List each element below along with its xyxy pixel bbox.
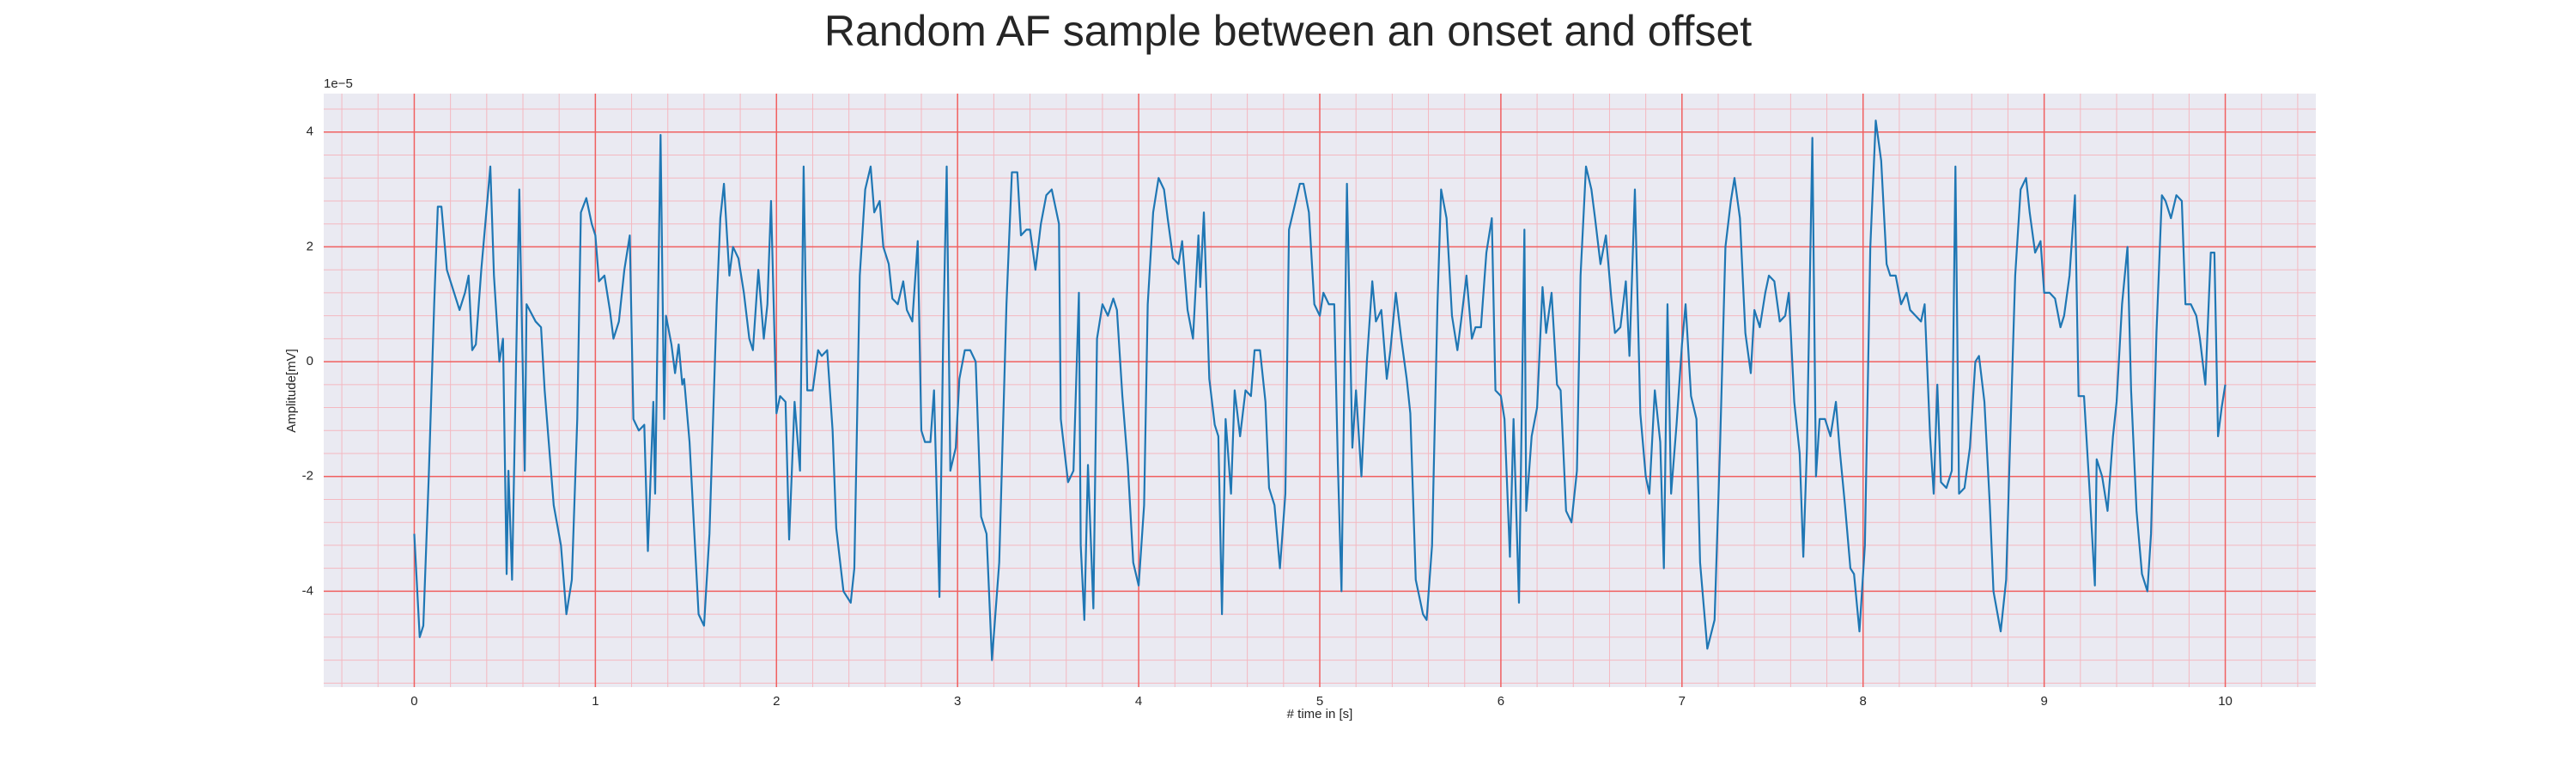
x-tick-label: 6 [1498, 694, 1504, 709]
x-tick-label: 9 [2040, 694, 2047, 709]
x-tick-label: 4 [1135, 694, 1142, 709]
x-tick-label: 3 [954, 694, 961, 709]
y-tick-label: -2 [302, 469, 313, 484]
plot-area [413, 119, 2227, 661]
x-axis-label: # time in [s] [1287, 707, 1353, 721]
x-tick-label: 2 [773, 694, 780, 709]
y-tick-label: 0 [307, 354, 313, 368]
x-tick-label: 7 [1679, 694, 1686, 709]
x-tick-label: 1 [592, 694, 598, 709]
y-offset-label: 1e−5 [324, 76, 353, 91]
y-tick-label: -4 [302, 583, 313, 598]
y-axis-label: Amplitude[mV] [284, 349, 299, 433]
x-tick-label: 10 [2218, 694, 2233, 709]
y-tick-label: 4 [307, 125, 313, 139]
x-tick-label: 8 [1860, 694, 1867, 709]
x-tick-label: 5 [1316, 694, 1323, 709]
signal-line [413, 119, 2227, 661]
chart-title: Random AF sample between an onset and of… [824, 7, 1752, 55]
x-tick-label: 0 [410, 694, 417, 709]
y-tick-label: 2 [307, 239, 313, 253]
